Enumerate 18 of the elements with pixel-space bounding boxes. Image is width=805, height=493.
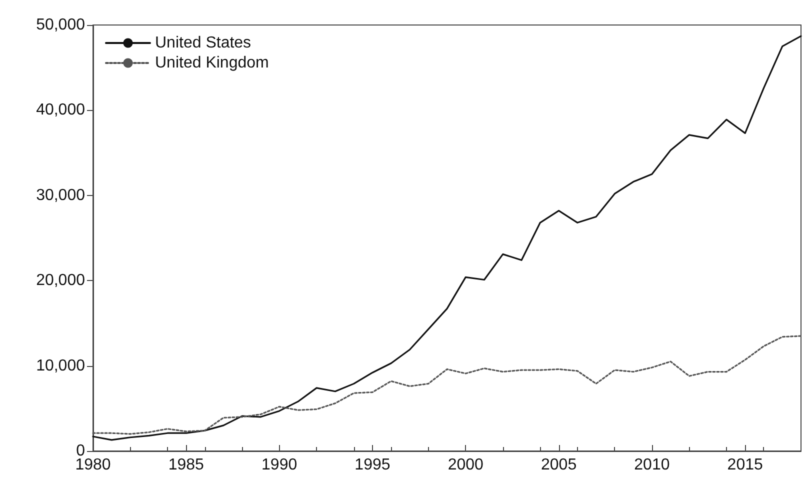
legend-label: United States (155, 34, 252, 52)
x-tick-label: 1985 (168, 456, 204, 474)
x-tick-label: 2005 (540, 456, 577, 474)
x-tick-label: 2000 (448, 456, 484, 474)
y-tick-label: 40,000 (36, 102, 86, 119)
y-tick-label: 30,000 (36, 186, 86, 204)
y-tick-label: 10,000 (36, 357, 86, 374)
line-series (92, 35, 802, 441)
legend-label: United Kingdom (155, 54, 269, 72)
x-tick-label: 1990 (262, 456, 298, 474)
y-tick-label: 20,000 (36, 272, 86, 290)
x-tick-label: 1995 (354, 456, 390, 474)
y-tick-label: 50,000 (36, 16, 86, 34)
x-tick-label: 2010 (634, 456, 670, 474)
y-tick-label: 0 (76, 442, 86, 460)
x-tick-label: 1980 (75, 456, 111, 474)
line-series (92, 335, 802, 435)
x-tick-label: 2015 (727, 456, 764, 474)
